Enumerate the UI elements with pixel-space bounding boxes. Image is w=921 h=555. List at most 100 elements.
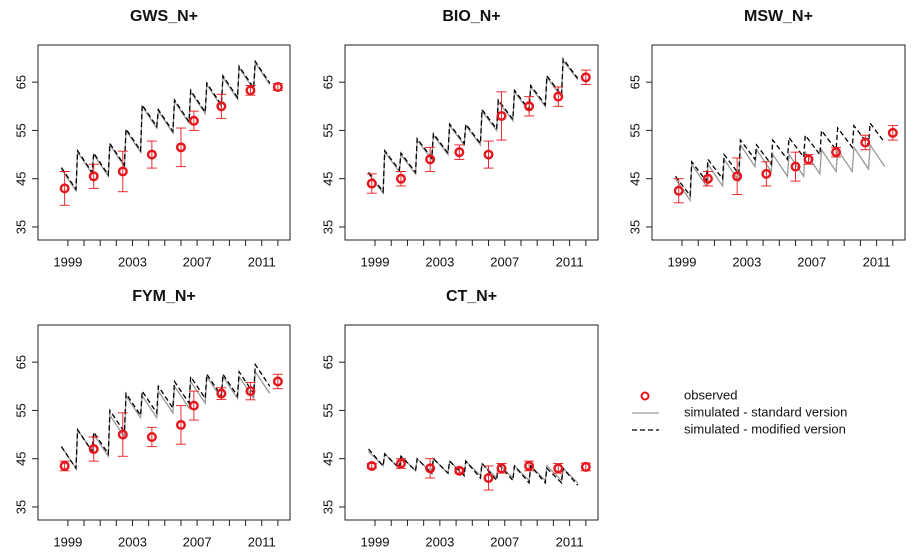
- y-tick-label: 55: [13, 123, 28, 137]
- x-tick-label: 1999: [361, 534, 390, 549]
- observed-point: [88, 171, 99, 182]
- y-tick-label: 35: [13, 500, 28, 514]
- observed-point: [117, 166, 128, 177]
- error-bar: [483, 140, 494, 169]
- error-bar: [188, 390, 199, 421]
- error-bar: [146, 426, 157, 448]
- error-bar: [245, 381, 256, 401]
- y-tick-label: 45: [13, 171, 28, 185]
- error-bar: [425, 146, 436, 172]
- legend-marker: [640, 391, 650, 401]
- observed-point: [790, 161, 801, 172]
- x-tick-label: 2007: [797, 254, 826, 269]
- y-tick-label: 45: [320, 451, 335, 465]
- observed-point: [887, 127, 898, 138]
- legend-label: observed: [684, 387, 737, 402]
- y-tick-label: 65: [13, 355, 28, 369]
- x-tick-label: 2007: [183, 534, 212, 549]
- sim-line: [60, 362, 271, 471]
- observed-point: [580, 72, 591, 83]
- y-tick-label: 35: [627, 220, 642, 234]
- sim-line: [60, 369, 271, 471]
- y-tick-label: 55: [13, 403, 28, 417]
- error-bar: [117, 150, 128, 193]
- plot-box: [37, 324, 291, 521]
- error-bar: [425, 458, 436, 479]
- y-tick-label: 65: [627, 75, 642, 89]
- panel-title: BIO_N+: [442, 8, 500, 25]
- observed-point: [580, 461, 591, 472]
- observed-point: [803, 154, 814, 165]
- x-tick-label: 2003: [425, 254, 454, 269]
- observed-point: [524, 101, 535, 112]
- x-tick-label: 1999: [361, 254, 390, 269]
- observed-point: [395, 173, 406, 184]
- y-tick-label: 65: [320, 75, 335, 89]
- x-tick-label: 1999: [53, 534, 82, 549]
- observed-point: [188, 115, 199, 126]
- x-tick-label: 2003: [118, 534, 147, 549]
- x-tick-label: 2007: [490, 534, 519, 549]
- observed-point: [860, 137, 871, 148]
- panel-title: CT_N+: [446, 288, 497, 305]
- error-bar: [732, 157, 743, 196]
- error-bar: [761, 161, 772, 187]
- error-bar: [790, 151, 801, 182]
- observed-point: [553, 91, 564, 102]
- x-tick-label: 2003: [425, 534, 454, 549]
- y-tick-label: 35: [320, 500, 335, 514]
- observed-point: [496, 463, 507, 474]
- observed-point: [175, 419, 186, 430]
- observed-point: [395, 458, 406, 469]
- sim-line: [368, 58, 579, 196]
- x-tick-label: 1999: [668, 254, 697, 269]
- plot-box: [37, 44, 291, 241]
- error-bar: [175, 127, 186, 168]
- observed-point: [117, 429, 128, 440]
- observed-point: [216, 388, 227, 399]
- x-tick-label: 2011: [248, 534, 276, 549]
- x-tick-label: 2011: [556, 254, 584, 269]
- error-bar: [524, 96, 535, 117]
- x-tick-label: 2003: [118, 254, 147, 269]
- observed-point: [483, 149, 494, 160]
- error-bar: [496, 91, 507, 141]
- sim-line: [368, 57, 579, 194]
- y-tick-label: 45: [13, 451, 28, 465]
- observed-point: [454, 465, 465, 476]
- observed-point: [673, 185, 684, 196]
- observed-point: [454, 147, 465, 158]
- error-bar: [553, 86, 564, 107]
- x-tick-label: 2003: [732, 254, 761, 269]
- observed-point: [88, 444, 99, 455]
- observed-point: [188, 400, 199, 411]
- y-tick-label: 45: [320, 171, 335, 185]
- error-bar: [483, 465, 494, 491]
- observed-point: [272, 81, 283, 92]
- panel-title: GWS_N+: [130, 8, 198, 25]
- observed-point: [366, 460, 377, 471]
- observed-point: [425, 463, 436, 474]
- y-tick-label: 55: [320, 123, 335, 137]
- x-tick-label: 2007: [183, 254, 212, 269]
- observed-point: [702, 173, 713, 184]
- x-tick-label: 2011: [556, 534, 584, 549]
- observed-point: [146, 149, 157, 160]
- observed-point: [59, 183, 70, 194]
- observed-point: [175, 142, 186, 153]
- y-tick-label: 55: [320, 403, 335, 417]
- observed-point: [146, 431, 157, 442]
- y-tick-label: 65: [320, 355, 335, 369]
- x-tick-label: 1999: [53, 254, 82, 269]
- error-bar: [117, 412, 128, 457]
- panel-title: MSW_N+: [744, 8, 813, 25]
- error-bar: [175, 405, 186, 445]
- observed-point: [245, 85, 256, 96]
- error-bar: [216, 93, 227, 119]
- observed-point: [732, 171, 743, 182]
- y-tick-label: 35: [320, 220, 335, 234]
- x-tick-label: 2011: [248, 254, 276, 269]
- plot-box: [344, 324, 599, 521]
- sim-line: [60, 60, 271, 193]
